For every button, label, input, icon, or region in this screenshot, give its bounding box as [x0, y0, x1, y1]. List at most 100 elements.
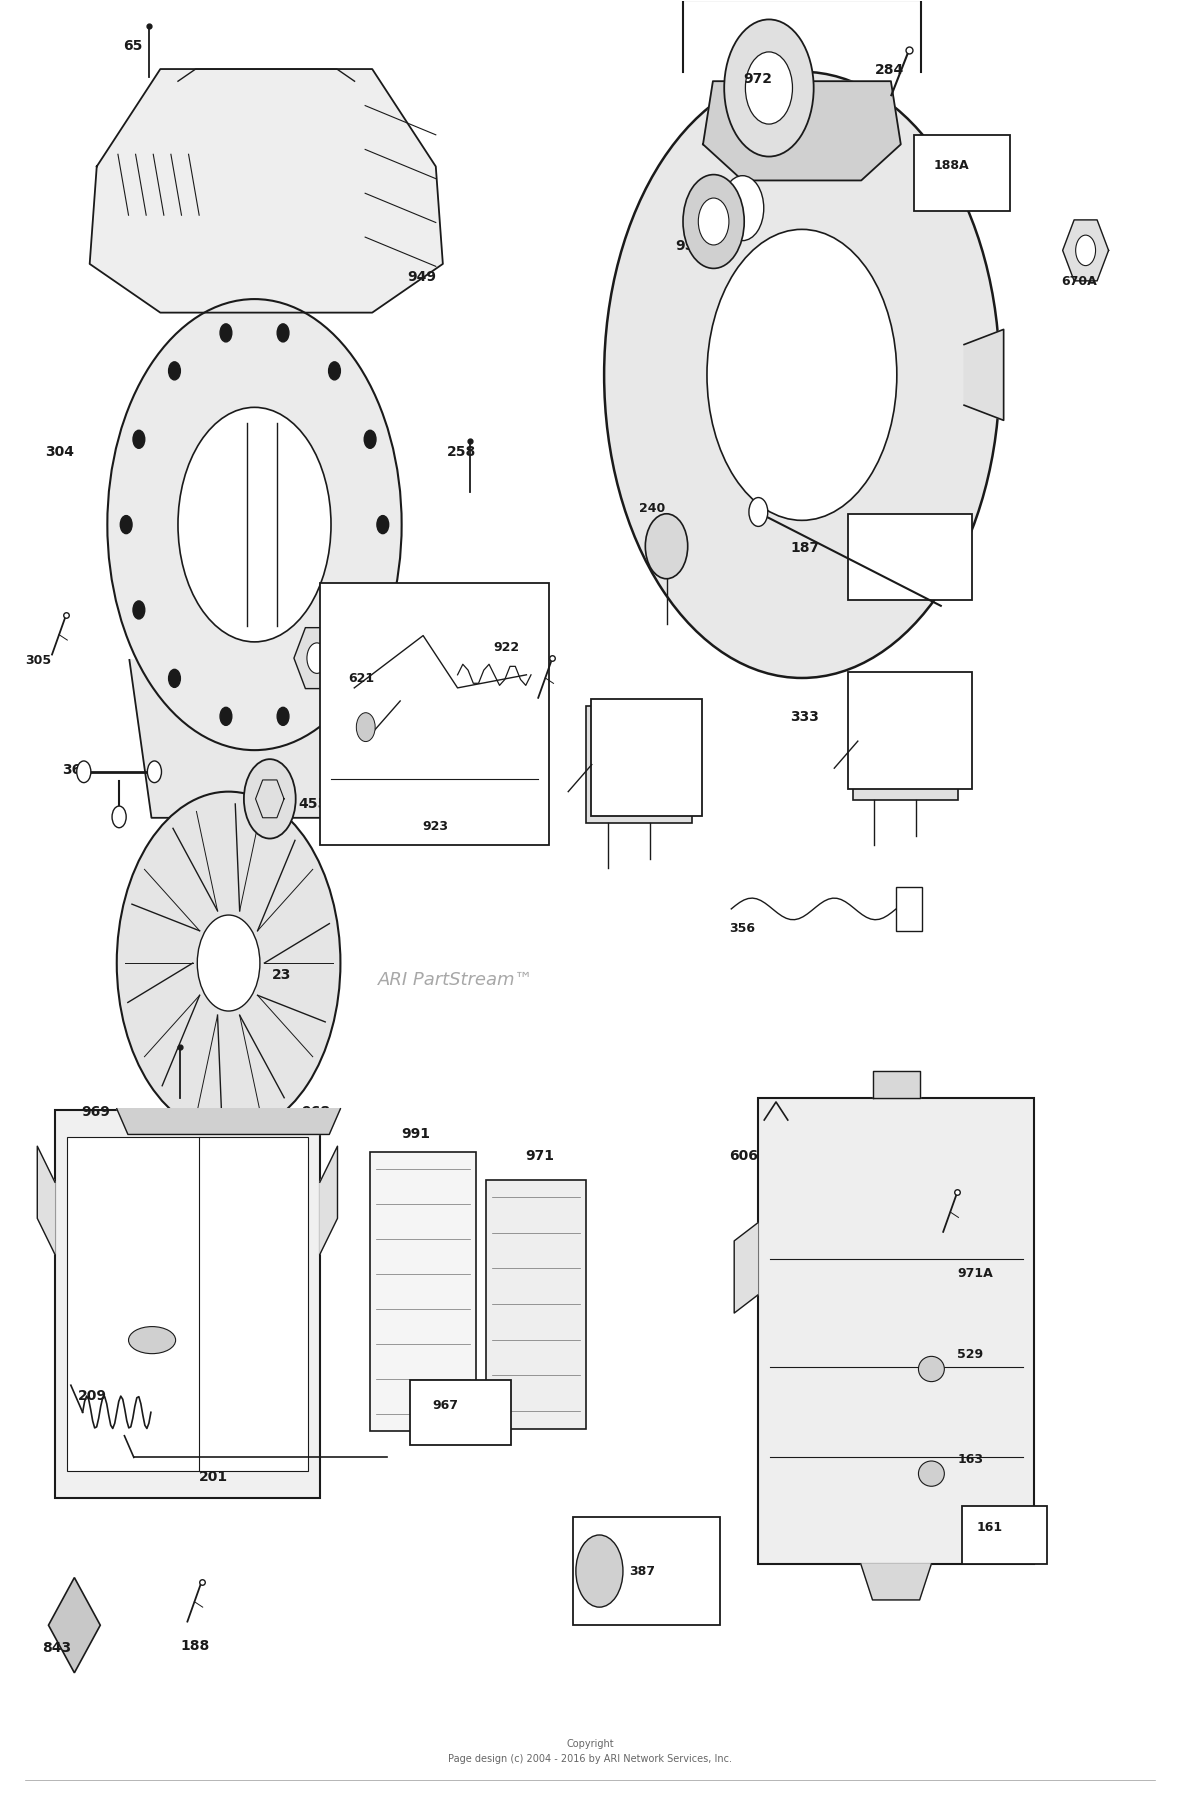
Text: 334: 334 [522, 652, 548, 665]
Ellipse shape [129, 1326, 176, 1353]
Ellipse shape [918, 1357, 944, 1382]
Polygon shape [38, 1146, 55, 1254]
Circle shape [683, 175, 745, 269]
Text: 209: 209 [78, 1388, 107, 1402]
Circle shape [277, 707, 289, 725]
Polygon shape [130, 660, 380, 819]
Circle shape [365, 430, 376, 448]
Circle shape [219, 323, 231, 342]
Polygon shape [90, 69, 442, 313]
Circle shape [725, 20, 814, 157]
Circle shape [749, 497, 768, 526]
Circle shape [219, 707, 231, 725]
Polygon shape [1063, 220, 1108, 280]
Polygon shape [117, 1109, 340, 1135]
Text: 606: 606 [729, 1149, 758, 1162]
Bar [852, 683, 958, 801]
Text: 188A: 188A [933, 159, 970, 172]
Bar [320, 584, 550, 846]
Bar [913, 136, 1010, 211]
Polygon shape [294, 627, 340, 688]
Circle shape [178, 407, 332, 641]
Text: 387: 387 [629, 1565, 655, 1578]
Text: Copyright
Page design (c) 2004 - 2016 by ARI Network Services, Inc.: Copyright Page design (c) 2004 - 2016 by… [448, 1738, 732, 1764]
Text: 188: 188 [181, 1639, 210, 1653]
Text: 201: 201 [199, 1469, 228, 1484]
Bar [848, 672, 972, 790]
Bar [411, 1381, 511, 1446]
Text: 957: 957 [675, 239, 703, 253]
Text: 971A: 971A [957, 1267, 994, 1279]
Text: 304: 304 [45, 445, 74, 459]
Text: 305: 305 [25, 654, 51, 667]
Text: 163: 163 [957, 1453, 983, 1465]
Circle shape [77, 761, 91, 782]
Bar [67, 1137, 308, 1471]
Polygon shape [734, 1223, 758, 1314]
Text: 23: 23 [273, 969, 291, 983]
Circle shape [1076, 235, 1095, 266]
Circle shape [277, 323, 289, 342]
Text: 851: 851 [607, 717, 632, 730]
Bar [758, 1099, 1035, 1563]
Circle shape [112, 806, 126, 828]
Circle shape [169, 669, 181, 687]
Circle shape [645, 513, 688, 578]
Bar [896, 887, 922, 931]
Circle shape [244, 759, 296, 838]
Circle shape [328, 361, 340, 379]
Circle shape [197, 914, 260, 1012]
Text: 161: 161 [976, 1521, 1002, 1534]
Circle shape [107, 300, 401, 750]
Bar [962, 1505, 1047, 1563]
Circle shape [169, 361, 181, 379]
Text: 240: 240 [640, 502, 666, 515]
Polygon shape [964, 329, 1004, 421]
Circle shape [133, 602, 145, 620]
Text: 363: 363 [63, 763, 92, 777]
Text: 949: 949 [407, 269, 437, 284]
Bar [369, 1151, 476, 1431]
Text: 971: 971 [525, 1149, 555, 1162]
Circle shape [576, 1534, 623, 1606]
Text: 333: 333 [791, 710, 819, 725]
Text: ARI PartStream™: ARI PartStream™ [378, 970, 533, 988]
Polygon shape [320, 1146, 337, 1254]
Text: 843: 843 [42, 1641, 72, 1655]
Circle shape [746, 52, 793, 125]
Text: 187: 187 [791, 540, 819, 555]
Bar [573, 1516, 720, 1624]
Text: 455: 455 [299, 797, 327, 811]
Bar [590, 699, 702, 817]
Circle shape [604, 72, 999, 678]
Polygon shape [703, 81, 900, 181]
Circle shape [133, 430, 145, 448]
Text: 923: 923 [422, 820, 448, 833]
Text: 356: 356 [729, 922, 755, 936]
Text: 601: 601 [898, 591, 925, 604]
Text: 621: 621 [348, 672, 375, 685]
Circle shape [699, 199, 729, 246]
Bar [848, 513, 972, 600]
Circle shape [376, 515, 388, 533]
Circle shape [120, 515, 132, 533]
Circle shape [336, 728, 365, 772]
Text: 972: 972 [743, 72, 772, 85]
Text: 968: 968 [302, 1106, 330, 1119]
Text: 65: 65 [123, 40, 142, 52]
Bar [486, 1180, 586, 1429]
Polygon shape [872, 1072, 919, 1099]
Circle shape [721, 175, 763, 240]
Text: 969: 969 [81, 1106, 110, 1119]
Text: 991: 991 [401, 1128, 431, 1140]
Text: 332: 332 [336, 654, 365, 669]
Circle shape [148, 761, 162, 782]
Bar [586, 707, 693, 824]
Circle shape [365, 602, 376, 620]
Text: 284: 284 [874, 63, 904, 76]
Ellipse shape [918, 1462, 944, 1487]
Text: 967: 967 [432, 1399, 458, 1411]
Circle shape [356, 712, 375, 741]
Bar [55, 1109, 320, 1498]
Circle shape [307, 643, 327, 674]
